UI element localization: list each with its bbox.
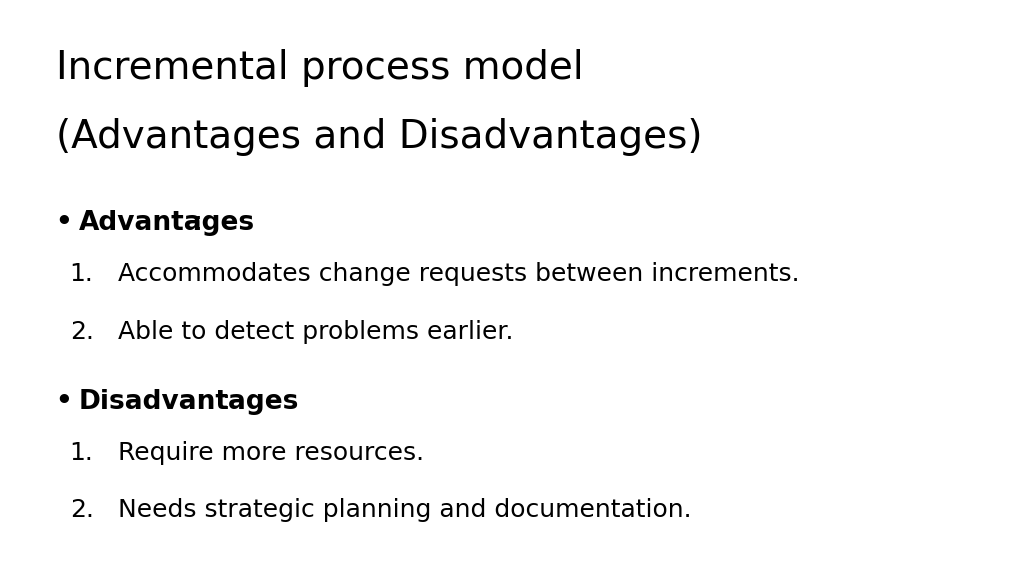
Text: Disadvantages: Disadvantages — [79, 389, 299, 415]
Text: Require more resources.: Require more resources. — [118, 441, 424, 465]
Text: :: : — [222, 389, 231, 415]
Text: •: • — [56, 389, 82, 415]
Text: Needs strategic planning and documentation.: Needs strategic planning and documentati… — [118, 498, 691, 522]
Text: 2.: 2. — [70, 498, 93, 522]
Text: •: • — [56, 210, 82, 236]
Text: Incremental process model: Incremental process model — [56, 49, 584, 87]
Text: Advantages: Advantages — [79, 210, 255, 236]
Text: Accommodates change requests between increments.: Accommodates change requests between inc… — [118, 262, 800, 286]
Text: 1.: 1. — [70, 441, 93, 465]
Text: Able to detect problems earlier.: Able to detect problems earlier. — [118, 320, 513, 344]
Text: 1.: 1. — [70, 262, 93, 286]
Text: :: : — [194, 210, 203, 236]
Text: (Advantages and Disadvantages): (Advantages and Disadvantages) — [56, 118, 702, 156]
Text: 2.: 2. — [70, 320, 93, 344]
